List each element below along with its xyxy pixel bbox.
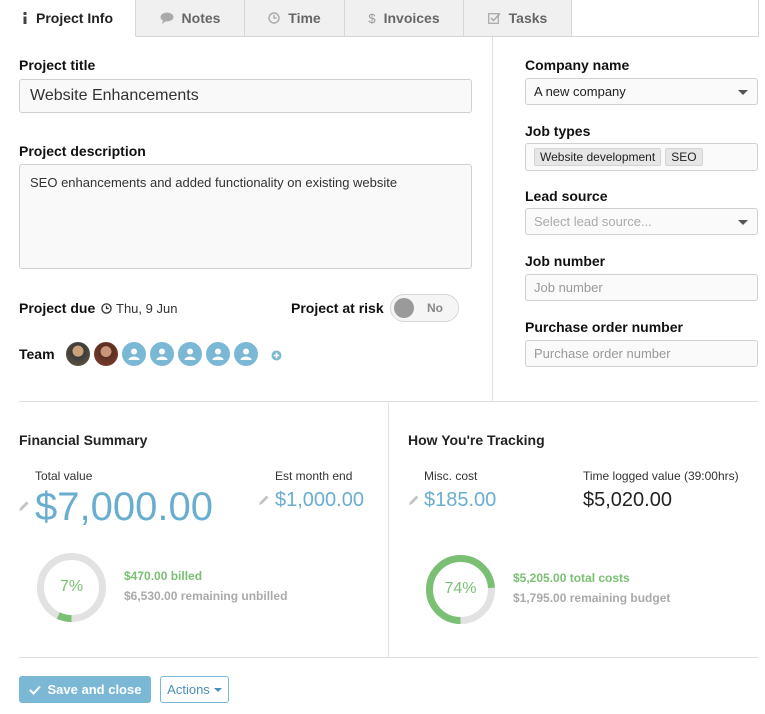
footer-divider: [19, 657, 758, 658]
clock-icon: [101, 303, 112, 314]
project-at-risk-toggle[interactable]: No: [390, 294, 459, 322]
financial-percent: 7%: [59, 578, 84, 595]
save-and-close-button[interactable]: Save and close: [19, 676, 151, 703]
project-at-risk-label: Project at risk: [291, 300, 384, 316]
tab-project-info[interactable]: Project Info: [0, 0, 136, 37]
time-logged-amount: $5,020.00: [583, 489, 672, 511]
caret-down-icon: [738, 89, 748, 95]
tab-label: Project Info: [35, 10, 113, 26]
job-type-tag[interactable]: SEO: [665, 148, 703, 166]
project-due-label: Project due: [19, 300, 96, 316]
pencil-icon[interactable]: [408, 494, 420, 509]
tab-tasks[interactable]: Tasks: [464, 0, 572, 37]
project-title-label: Project title: [19, 57, 96, 73]
pencil-icon[interactable]: [258, 494, 270, 509]
column-divider: [492, 37, 493, 401]
dollar-icon: $: [368, 10, 376, 26]
avatar[interactable]: [66, 342, 90, 366]
tab-bar: Project Info Notes Time $ Invoices Tasks: [0, 0, 759, 37]
company-select-value: A new company: [534, 84, 626, 99]
avatar-placeholder-icon[interactable]: [234, 342, 258, 366]
est-month-end-label: Est month end: [275, 469, 353, 483]
total-costs: $5,205.00 total costs: [513, 571, 630, 585]
tab-label: Invoices: [383, 10, 440, 26]
checkbox-icon: [487, 12, 501, 24]
avatar-placeholder-icon[interactable]: [150, 342, 174, 366]
total-value-label: Total value: [35, 469, 93, 483]
avatar-placeholder-icon[interactable]: [178, 342, 202, 366]
toggle-knob: [394, 298, 414, 318]
company-select[interactable]: A new company: [525, 78, 758, 105]
purchase-order-label: Purchase order number: [525, 319, 683, 335]
job-number-label: Job number: [525, 253, 606, 269]
speech-bubble-icon: [160, 12, 174, 24]
save-label: Save and close: [47, 682, 142, 697]
tab-notes[interactable]: Notes: [136, 0, 245, 37]
job-types-multiselect[interactable]: Website development SEO: [525, 143, 758, 171]
donut-arc: [37, 553, 106, 622]
time-logged-label: Time logged value (39:00hrs): [583, 469, 739, 483]
project-due-value: Thu, 9 Jun: [116, 301, 178, 316]
clock-icon: [268, 12, 280, 24]
donut-arc: [426, 555, 495, 624]
tab-label: Tasks: [508, 10, 548, 26]
summary-divider: [388, 401, 389, 657]
billed-amount: $470.00 billed: [124, 569, 203, 583]
company-name-label: Company name: [525, 57, 630, 73]
remaining-unbilled: $6,530.00 remaining unbilled: [124, 589, 288, 603]
checkmark-icon: [28, 685, 41, 695]
misc-cost-amount[interactable]: $185.00: [424, 489, 497, 511]
tab-bar-filler: [572, 0, 759, 37]
project-description-label: Project description: [19, 143, 146, 159]
purchase-order-input[interactable]: Purchase order number: [525, 340, 758, 367]
lead-source-select[interactable]: Select lead source...: [525, 208, 758, 235]
info-icon: [22, 12, 28, 24]
tab-invoices[interactable]: $ Invoices: [345, 0, 464, 37]
pencil-icon[interactable]: [18, 500, 30, 515]
project-title-input[interactable]: Website Enhancements: [19, 79, 472, 113]
toggle-label: No: [427, 301, 443, 315]
tab-label: Notes: [181, 10, 221, 26]
project-due-date[interactable]: Thu, 9 Jun: [101, 301, 177, 316]
misc-cost-label: Misc. cost: [424, 469, 478, 483]
tracking-percent: 74%: [444, 580, 477, 597]
job-type-tag[interactable]: Website development: [534, 148, 662, 166]
tab-time[interactable]: Time: [245, 0, 345, 37]
avatar[interactable]: [94, 342, 118, 366]
financial-summary-title: Financial Summary: [19, 432, 148, 448]
tracking-progress-donut: [426, 555, 495, 624]
avatar-placeholder-icon[interactable]: [206, 342, 230, 366]
remaining-budget: $1,795.00 remaining budget: [513, 591, 671, 605]
add-team-member-icon[interactable]: [271, 348, 282, 366]
actions-dropdown-button[interactable]: Actions: [160, 676, 229, 703]
avatar-placeholder-icon[interactable]: [122, 342, 146, 366]
job-number-input[interactable]: Job number: [525, 274, 758, 301]
financial-progress-donut: [37, 553, 106, 622]
project-description-textarea[interactable]: SEO enhancements and added functionality…: [19, 164, 472, 269]
lead-source-placeholder: Select lead source...: [534, 214, 652, 229]
total-value-amount[interactable]: $7,000.00: [35, 485, 213, 529]
tab-label: Time: [288, 10, 321, 26]
actions-label: Actions: [167, 682, 210, 697]
team-label: Team: [19, 346, 55, 362]
job-types-label: Job types: [525, 123, 591, 139]
caret-down-icon: [213, 687, 222, 692]
caret-down-icon: [738, 219, 748, 225]
est-month-end-amount[interactable]: $1,000.00: [275, 489, 364, 511]
lead-source-label: Lead source: [525, 188, 608, 204]
tracking-title: How You're Tracking: [408, 432, 545, 448]
